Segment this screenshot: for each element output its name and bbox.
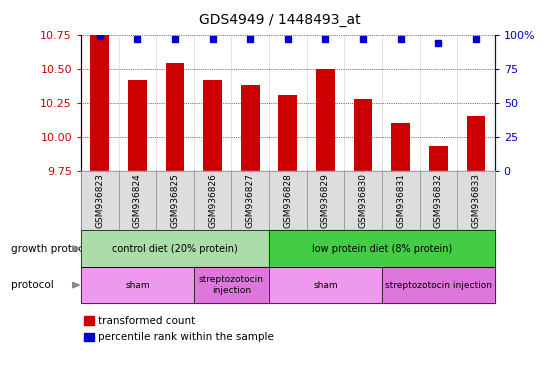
Text: GSM936829: GSM936829 [321,173,330,228]
Text: GSM936830: GSM936830 [358,173,368,228]
Text: control diet (20% protein): control diet (20% protein) [112,243,238,254]
Text: GDS4949 / 1448493_at: GDS4949 / 1448493_at [198,13,361,27]
Text: GSM936823: GSM936823 [96,173,105,228]
Text: percentile rank within the sample: percentile rank within the sample [98,332,274,342]
Bar [241,85,260,171]
Bar [429,146,448,171]
Bar [467,116,485,171]
Text: GSM936832: GSM936832 [434,173,443,228]
Bar [354,99,372,171]
Text: sham: sham [125,281,150,290]
Bar [128,79,147,171]
Text: GSM936825: GSM936825 [170,173,179,228]
Text: streptozotocin injection: streptozotocin injection [385,281,492,290]
Bar [278,94,297,171]
Text: transformed count: transformed count [98,316,195,326]
Bar [165,63,184,171]
Text: GSM936833: GSM936833 [471,173,480,228]
Bar [391,123,410,171]
Text: low protein diet (8% protein): low protein diet (8% protein) [312,243,452,254]
Text: GSM936828: GSM936828 [283,173,292,228]
Text: sham: sham [313,281,338,290]
Text: GSM936824: GSM936824 [133,173,142,228]
Text: growth protocol: growth protocol [11,243,93,254]
Text: GSM936826: GSM936826 [208,173,217,228]
Text: streptozotocin
injection: streptozotocin injection [199,275,264,295]
Bar [203,79,222,171]
Text: protocol: protocol [11,280,54,290]
Text: GSM936827: GSM936827 [246,173,255,228]
Bar [91,35,109,171]
Text: GSM936831: GSM936831 [396,173,405,228]
Bar [316,69,335,171]
